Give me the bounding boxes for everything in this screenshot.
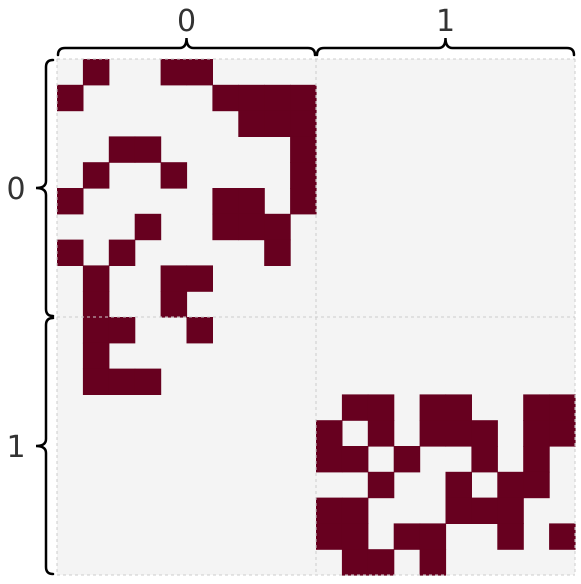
heatmap-gridlines: [56, 58, 576, 576]
heatmap-cell-r2-c9: [290, 110, 317, 137]
heatmap-cell-r9-c4: [160, 291, 188, 318]
heatmap-cell-r5-c6: [212, 188, 239, 215]
heatmap-cell-r3-c2: [108, 136, 136, 163]
heatmap-cell-r14-c18: [523, 420, 550, 447]
heatmap-cell-r16-c17: [497, 471, 524, 499]
row-block-brace-1: [35, 316, 55, 576]
heatmap-cell-r4-c9: [290, 162, 317, 189]
heatmap-cell-r14-c10: [316, 420, 343, 447]
row-block-brace-0: [35, 58, 55, 318]
heatmap-cell-r18-c17: [497, 523, 524, 550]
heatmap-cell-r18-c14: [419, 523, 447, 550]
heatmap-cell-r5-c0: [57, 188, 84, 215]
heatmap-cell-r15-c13: [393, 446, 421, 473]
heatmap-cell-r12-c2: [108, 368, 136, 395]
heatmap-cell-r0-c5: [186, 59, 213, 86]
heatmap-cell-r17-c16: [471, 497, 498, 524]
heatmap-cell-r1-c9: [290, 84, 317, 112]
heatmap-cell-r17-c11: [341, 497, 369, 524]
heatmap-cell-r13-c14: [419, 394, 447, 421]
heatmap-cell-r1-c7: [238, 84, 265, 112]
heatmap-cell-r14-c19: [549, 420, 576, 447]
heatmap-cell-r4-c1: [82, 162, 110, 189]
heatmap-cell-r9-c1: [82, 291, 110, 318]
heatmap-cell-r2-c7: [238, 110, 265, 137]
heatmap-cell-r19-c14: [419, 549, 447, 576]
heatmap-cell-r18-c11: [341, 523, 369, 550]
heatmap-cell-r14-c16: [471, 420, 498, 447]
heatmap-cell-r3-c9: [290, 136, 317, 163]
heatmap-cell-r17-c10: [316, 497, 343, 524]
heatmap-cell-r6-c8: [264, 213, 291, 241]
heatmap-cell-r0-c1: [82, 59, 110, 86]
heatmap-cell-r1-c8: [264, 84, 291, 112]
column-block-label-0: 0: [177, 4, 196, 39]
heatmap-cell-r19-c12: [367, 549, 395, 576]
block-labels: 0 0 1 1: [6, 4, 455, 465]
heatmap-cell-r15-c16: [471, 446, 498, 473]
heatmap-cell-r10-c1: [82, 317, 110, 344]
heatmap-cell-r18-c10: [316, 523, 343, 550]
column-block-brace-0: [56, 37, 317, 57]
heatmap-cell-r13-c15: [445, 394, 472, 421]
heatmap-cell-r14-c14: [419, 420, 447, 447]
heatmap-cell-r18-c19: [549, 523, 576, 550]
heatmap-cell-r1-c6: [212, 84, 239, 112]
heatmap-cell-r18-c13: [393, 523, 421, 550]
heatmap-cell-r2-c8: [264, 110, 291, 137]
block-braces: [35, 37, 576, 576]
heatmap-cell-r14-c15: [445, 420, 472, 447]
heatmap-cell-r6-c3: [134, 213, 162, 241]
heatmap-cell-r11-c1: [82, 342, 110, 370]
heatmap-cell-r13-c18: [523, 394, 550, 421]
heatmap-cell-r5-c7: [238, 188, 265, 215]
heatmap-cell-r13-c19: [549, 394, 576, 421]
heatmap-cell-r12-c3: [134, 368, 162, 395]
heatmap-cell-r6-c7: [238, 213, 265, 241]
row-block-label-1: 1: [6, 430, 25, 465]
heatmap-cell-r10-c5: [186, 317, 213, 344]
heatmap-cell-r15-c18: [523, 446, 550, 473]
heatmap-cell-r17-c15: [445, 497, 472, 524]
row-block-label-0: 0: [6, 172, 25, 207]
heatmap-cell-r8-c5: [186, 265, 213, 292]
heatmap-cell-r13-c11: [341, 394, 369, 421]
heatmap-cell-r5-c9: [290, 188, 317, 215]
heatmap-cell-r10-c2: [108, 317, 136, 344]
heatmap-cell-r16-c15: [445, 471, 472, 499]
column-block-brace-1: [315, 37, 576, 57]
heatmap-cell-r16-c12: [367, 471, 395, 499]
column-block-label-1: 1: [436, 4, 455, 39]
heatmap-cell-r15-c10: [316, 446, 343, 473]
heatmap-cell-r16-c18: [523, 471, 550, 499]
heatmap-cell-r3-c3: [134, 136, 162, 163]
heatmap-cell-r13-c12: [367, 394, 395, 421]
heatmap-cell-r15-c11: [341, 446, 369, 473]
heatmap-cell-r7-c0: [57, 239, 84, 266]
heatmap-cell-r4-c4: [160, 162, 188, 189]
heatmap-cell-r7-c2: [108, 239, 136, 266]
heatmap-cell-r6-c6: [212, 213, 239, 241]
heatmap-cell-r8-c1: [82, 265, 110, 292]
heatmap-cell-r14-c12: [367, 420, 395, 447]
heatmap-cell-r8-c4: [160, 265, 188, 292]
heatmap-cell-r19-c11: [341, 549, 369, 576]
heatmap-cell-r17-c17: [497, 497, 524, 524]
heatmap-cell-r12-c1: [82, 368, 110, 395]
heatmap-cell-r0-c4: [160, 59, 188, 86]
heatmap-cell-r7-c8: [264, 239, 291, 266]
heatmap-cell-r1-c0: [57, 84, 84, 112]
